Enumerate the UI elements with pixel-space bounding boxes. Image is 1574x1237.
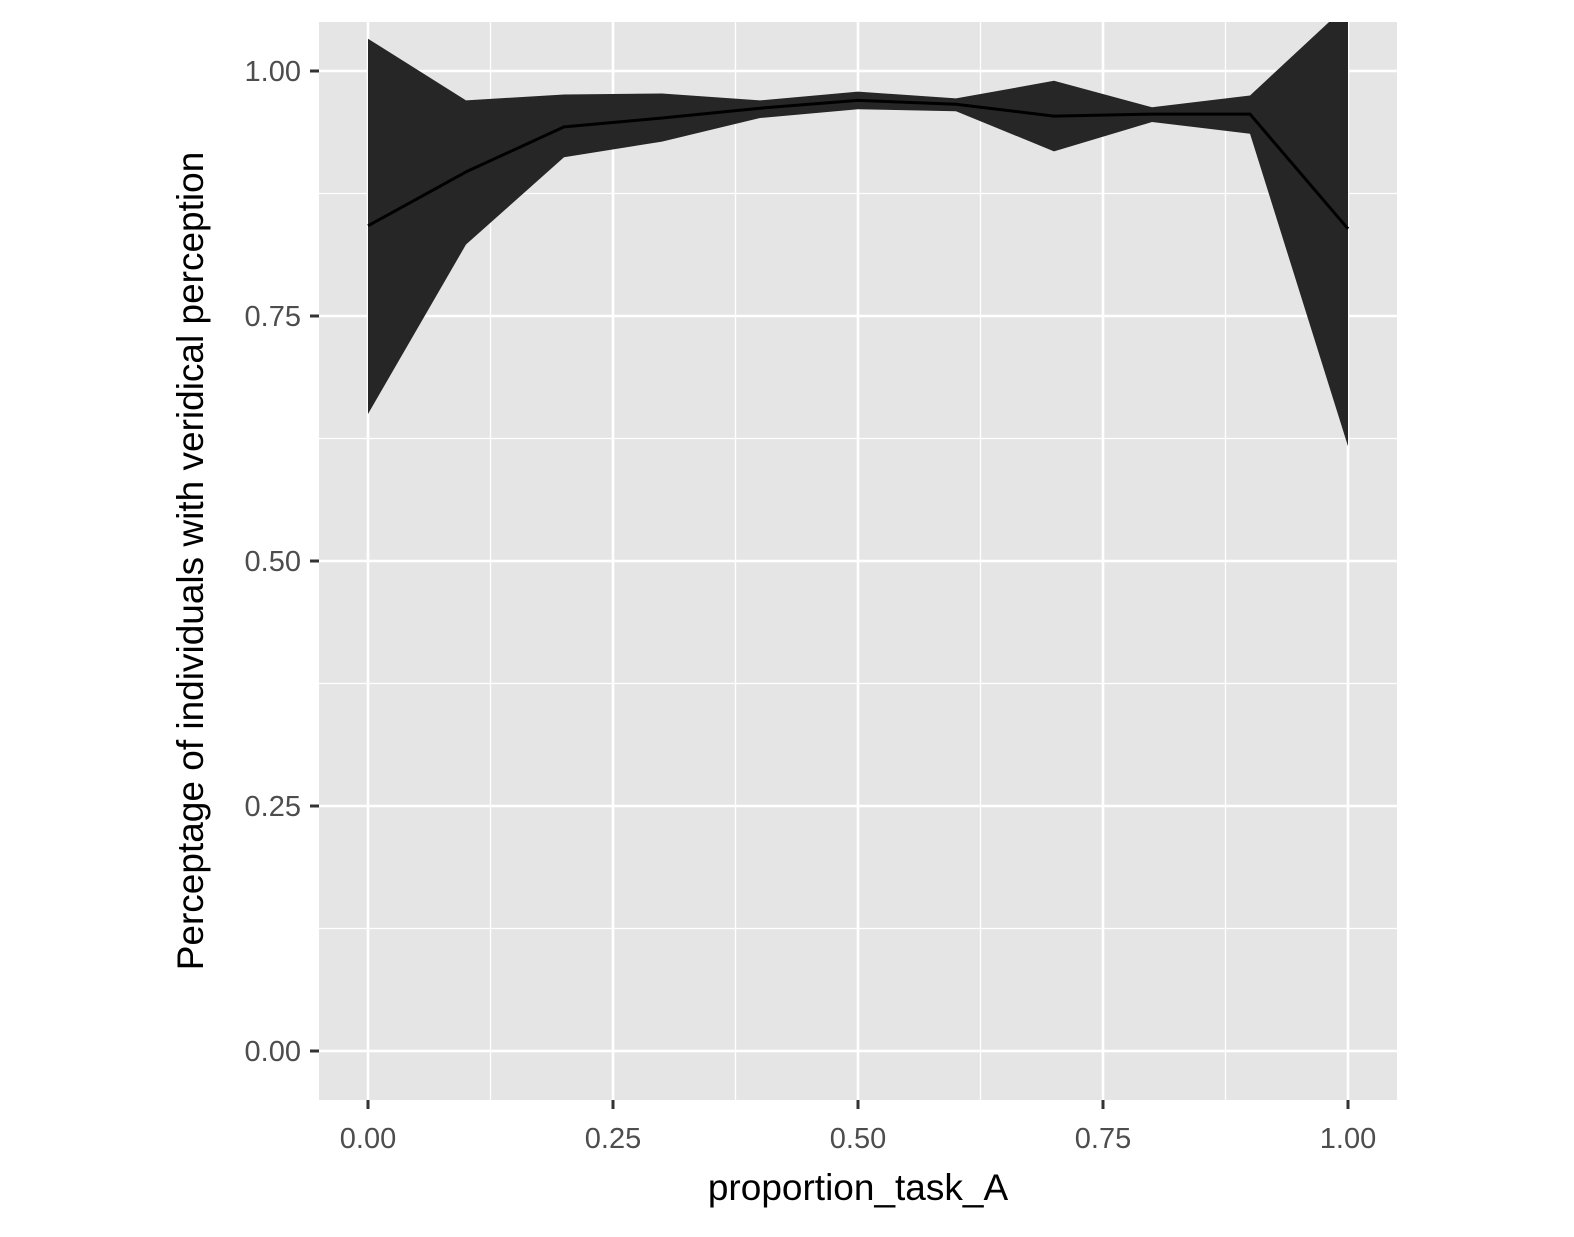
x-axis-ticks: 0.00 0.25 0.50 0.75 1.00 xyxy=(340,1100,1376,1155)
x-tick-label: 0.25 xyxy=(585,1123,641,1155)
y-tick-label: 0.75 xyxy=(245,301,301,333)
y-axis-title: Perceptage of individuals with veridical… xyxy=(170,152,211,971)
x-tick-label: 1.00 xyxy=(1320,1123,1376,1155)
y-tick-label: 1.00 xyxy=(245,56,301,88)
y-tick-label: 0.00 xyxy=(245,1036,301,1068)
y-axis-ticks: 0.00 0.25 0.50 0.75 1.00 xyxy=(245,56,319,1068)
y-tick-label: 0.25 xyxy=(245,791,301,823)
x-axis-title: proportion_task_A xyxy=(708,1167,1009,1208)
y-tick-label: 0.50 xyxy=(245,546,301,578)
mean-line xyxy=(367,98,1350,230)
x-tick-label: 0.75 xyxy=(1075,1123,1131,1155)
confidence-ribbon xyxy=(368,22,1348,447)
x-tick-label: 0.50 xyxy=(830,1123,886,1155)
x-tick-label: 0.00 xyxy=(340,1123,396,1155)
